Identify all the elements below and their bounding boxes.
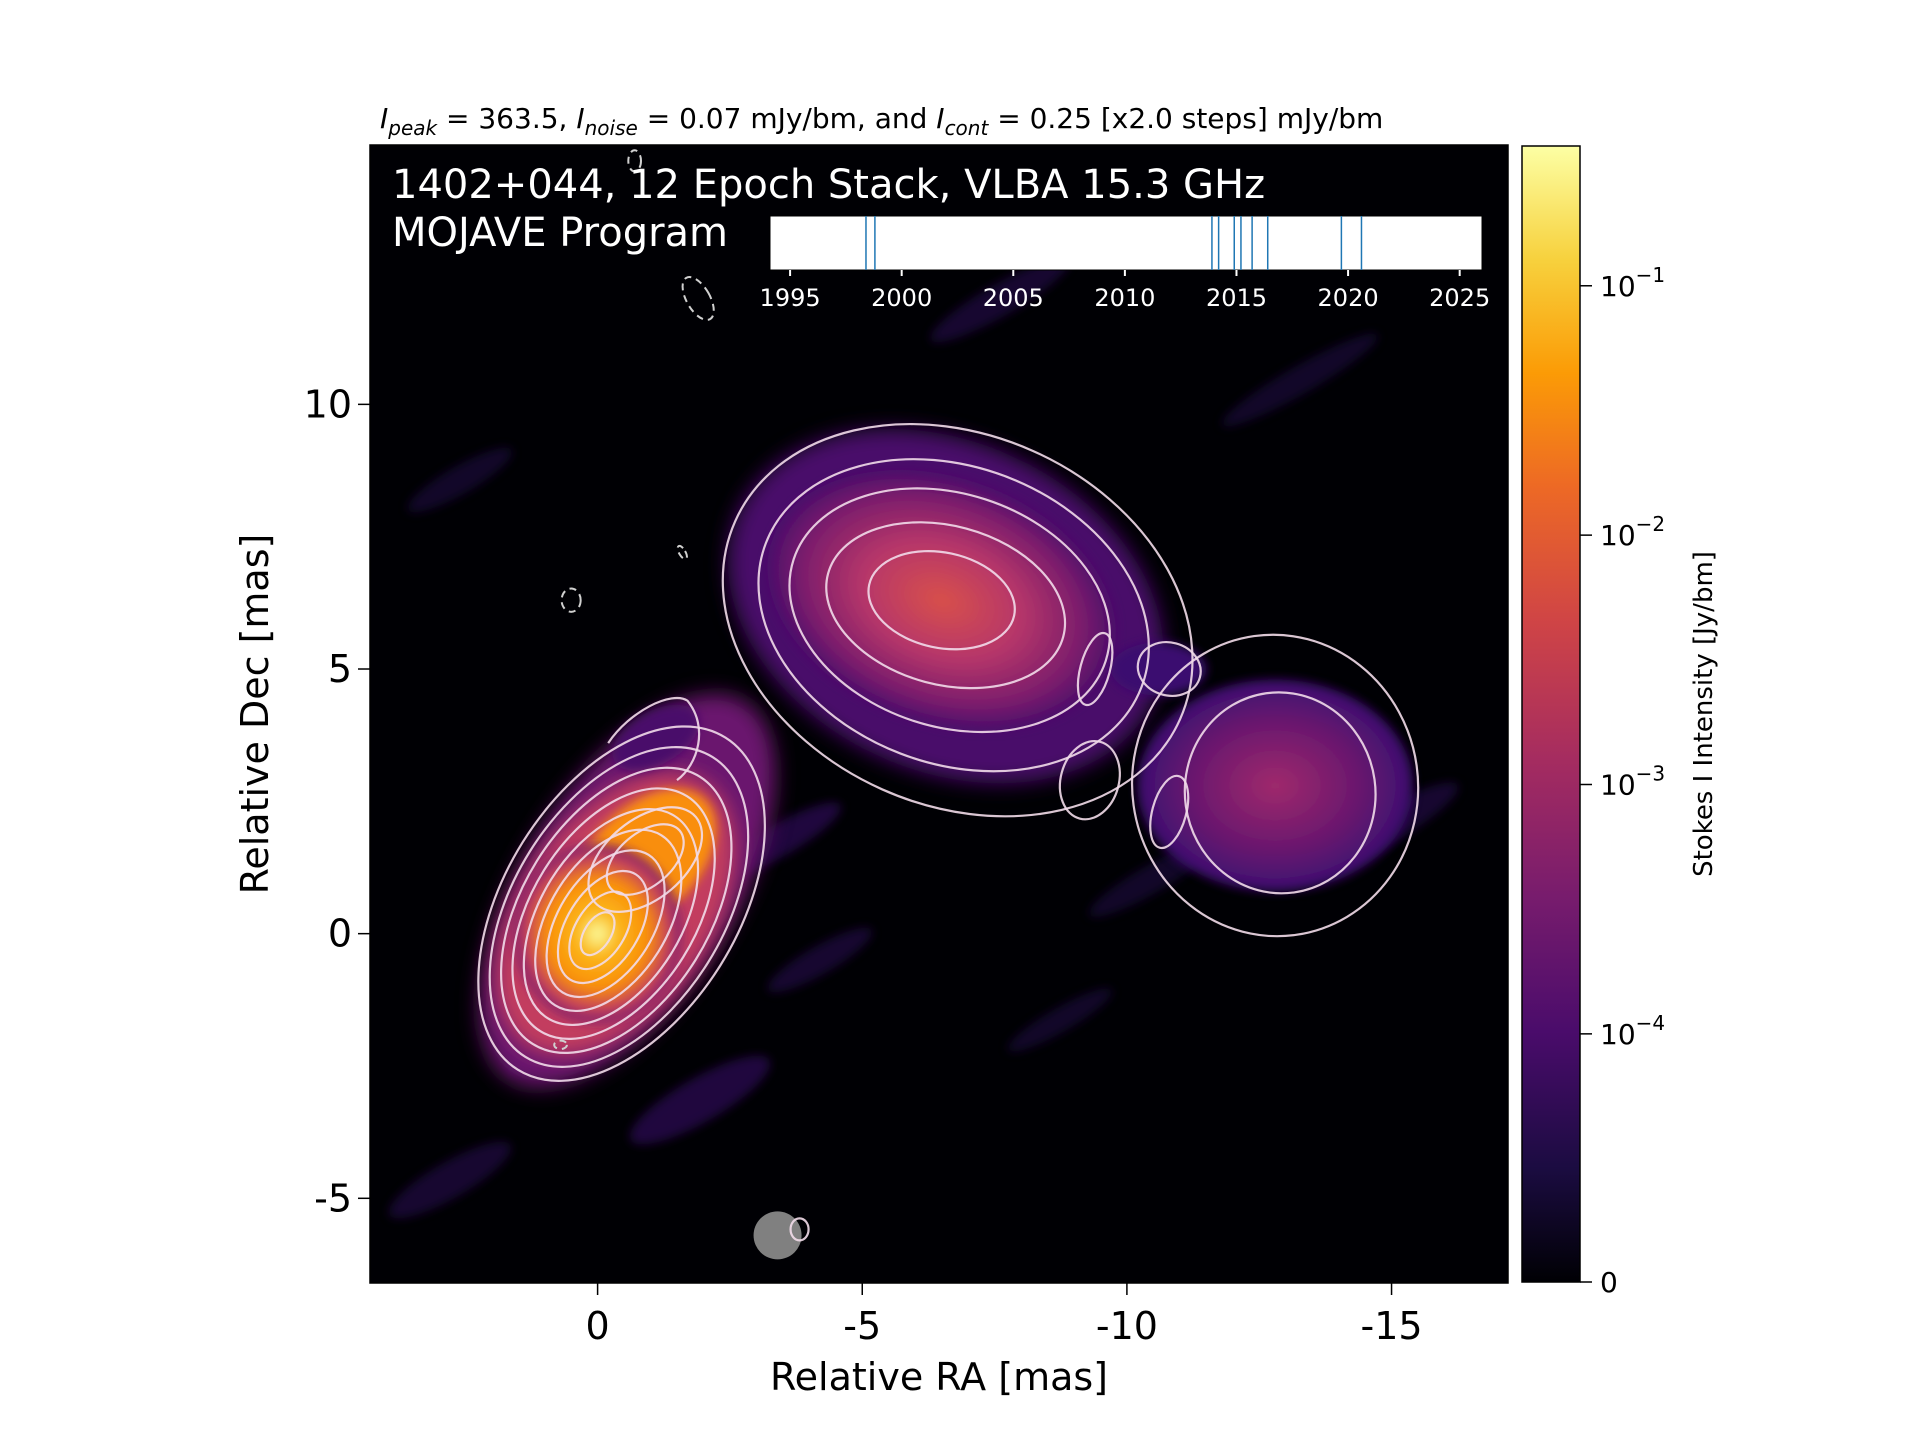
jet-knot-tail [1111,642,1207,696]
inset-tick-label: 2025 [1429,284,1490,312]
core-plume [612,704,700,771]
tick-base: 10 [1600,270,1636,303]
island-contour [1149,774,1190,850]
tick-base: 10 [1600,519,1636,552]
outer-lobe-contour [1130,633,1420,938]
inset-background [769,215,1483,271]
plot-frame [369,144,1509,1284]
inset-tick-label: 2005 [983,284,1044,312]
core-contour [556,869,649,985]
jet-knot [767,470,1116,731]
beam-contour [789,1217,810,1242]
inset-tick-label: 1995 [760,284,821,312]
jet-knot-contour [721,423,1194,818]
image-panel [369,144,1509,1284]
colorbar: 010−410−310−210−1 Stokes I Intensity [Jy… [1521,145,1719,1299]
core-contour [545,849,666,999]
core-contour [488,746,750,1068]
inner-jet-contour [605,823,685,896]
title-part: cont [945,116,990,140]
negative-contour [553,1039,568,1051]
program-annotation: MOJAVE Program [392,210,728,256]
x-tick-label: -15 [1361,1304,1423,1348]
core-plume-contour [607,696,701,782]
jet-knot-contour [825,521,1067,690]
x-tick-label: -10 [1096,1304,1158,1348]
y-tick-label: 0 [328,912,352,956]
title-part: = 0.25 [x2.0 steps] mJy/bm [988,102,1383,135]
core-contour [477,725,766,1082]
tick-base: 10 [1600,768,1636,801]
jet-knot-contour [757,458,1150,773]
colorbar-tick-label: 10−3 [1600,761,1665,801]
y-tick-label: 5 [328,647,352,691]
colorbar-tick-label: 10−4 [1600,1011,1665,1051]
y-axis-ticks: -5 0 5 10 [304,382,370,1220]
y-axis-label: Relative Dec [mas] [233,534,277,895]
inset-tick-label: 2000 [871,284,932,312]
x-tick-label: -5 [843,1304,881,1348]
negative-contour [681,276,715,321]
core-contour [511,787,716,1041]
tick-exponent: −2 [1636,512,1665,536]
title-part: I [576,102,584,135]
core-contour [522,807,700,1027]
core-contour [534,828,683,1013]
y-tick-label: -5 [314,1176,352,1220]
negative-contour [560,587,582,613]
title-part: I [936,102,944,135]
colorbar-tick-label: 10−2 [1600,512,1665,552]
title-part: noise [585,116,638,140]
epoch-lines [865,216,1363,270]
contour-lines [477,149,1420,1082]
inset-tick-label: 2010 [1094,284,1155,312]
tick-exponent: −1 [1636,263,1665,287]
jet-knot-contour [867,550,1016,651]
core-contour [499,766,733,1054]
x-axis-label: Relative RA [mas] [770,1355,1108,1399]
negative-contour [676,544,688,561]
source-emission [479,429,1413,1088]
title-part: = 363.5, [437,102,576,135]
source-annotation: 1402+044, 12 Epoch Stack, VLBA 15.3 GHz [392,162,1265,208]
core-contour [579,911,616,957]
core [512,843,683,1024]
inset-tick-label: 2015 [1206,284,1267,312]
title-part: peak [387,116,438,140]
inset-ticks: 1995 2000 2005 2010 2015 2020 2025 [760,270,1490,312]
colorbar-gradient [1521,145,1581,1283]
jet-knot-contour [788,487,1111,734]
title-part: = 0.07 mJy/bm, and [638,102,936,135]
outer-lobe-contour [1183,691,1377,895]
x-axis-ticks: 0 -5 -10 -15 [586,1283,1423,1348]
title-part: I [380,102,388,135]
chart-title: Ipeak = 363.5, Inoise = 0.07 mJy/bm, and… [380,102,1383,140]
tick-base: 10 [1600,1018,1636,1051]
tick-exponent: −3 [1636,761,1665,785]
tick-base: 0 [1600,1266,1618,1299]
colorbar-tick-label: 10−1 [1600,263,1665,303]
y-tick-label: 10 [304,382,352,426]
inset-tick-label: 2020 [1318,284,1379,312]
island-contour [1058,739,1121,821]
island-contour [1076,631,1114,707]
negative-contour [627,149,643,173]
x-tick-label: 0 [586,1304,610,1348]
inner-jet-contour [587,806,704,913]
colorbar-ticks: 010−410−310−210−1 [1580,263,1665,1299]
tick-exponent: −4 [1636,1011,1665,1035]
colorbar-tick-label: 0 [1600,1266,1618,1299]
epoch-timeline-inset: 1995 2000 2005 2010 2015 2020 2025 [760,215,1490,312]
outer-lobe [1137,679,1413,892]
beam-ellipse [753,1211,802,1260]
colorbar-label: Stokes I Intensity [Jy/bm] [1689,551,1719,877]
island-contour [1136,641,1202,697]
